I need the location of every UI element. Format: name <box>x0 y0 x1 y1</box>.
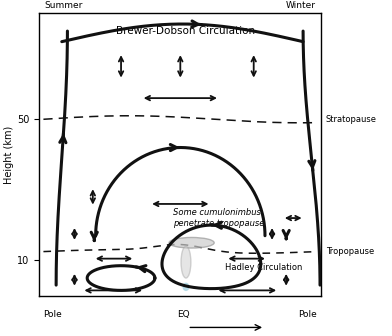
Ellipse shape <box>181 246 191 278</box>
Ellipse shape <box>183 283 189 290</box>
Text: Pole: Pole <box>298 310 317 319</box>
Text: Tropopause: Tropopause <box>326 247 374 256</box>
Text: Stratopause: Stratopause <box>326 115 377 124</box>
Ellipse shape <box>169 238 214 248</box>
Text: Some cumulonimbus
penetrate tropopause: Some cumulonimbus penetrate tropopause <box>173 208 265 228</box>
Text: Hadley Circulation: Hadley Circulation <box>225 263 303 272</box>
Text: Summer: Summer <box>45 1 83 10</box>
Text: Winter: Winter <box>286 1 316 10</box>
Text: Pole: Pole <box>44 310 62 319</box>
Text: Brewer-Dobson Circulation: Brewer-Dobson Circulation <box>116 26 256 36</box>
Y-axis label: Height (km): Height (km) <box>4 125 15 184</box>
Text: EQ: EQ <box>177 310 189 319</box>
